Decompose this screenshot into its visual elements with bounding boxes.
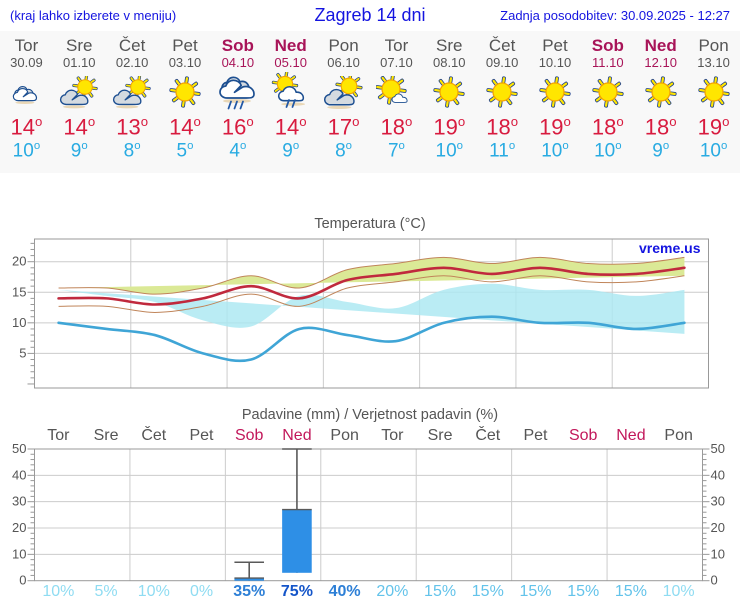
svg-text:0: 0 <box>711 573 718 588</box>
svg-text:20: 20 <box>12 520 26 535</box>
svg-text:15%: 15% <box>472 583 504 600</box>
svg-text:Čet: Čet <box>141 425 166 444</box>
svg-text:15%: 15% <box>424 583 456 600</box>
svg-text:10%: 10% <box>663 583 695 600</box>
svg-text:75%: 75% <box>281 583 313 600</box>
svg-text:Pet: Pet <box>523 427 548 444</box>
svg-text:Sob: Sob <box>235 427 264 444</box>
svg-text:Sre: Sre <box>428 427 453 444</box>
svg-text:10: 10 <box>12 315 26 330</box>
svg-text:Pet: Pet <box>189 427 214 444</box>
svg-text:30: 30 <box>711 494 725 509</box>
svg-text:40%: 40% <box>329 583 361 600</box>
svg-text:Sob: Sob <box>569 427 598 444</box>
svg-text:50: 50 <box>12 441 26 456</box>
svg-text:35%: 35% <box>233 583 265 600</box>
svg-text:10%: 10% <box>138 583 170 600</box>
svg-text:0%: 0% <box>190 583 213 600</box>
svg-text:40: 40 <box>12 467 26 482</box>
svg-text:15%: 15% <box>567 583 599 600</box>
svg-text:Čet: Čet <box>475 425 500 444</box>
svg-text:10%: 10% <box>42 583 74 600</box>
svg-text:15%: 15% <box>615 583 647 600</box>
svg-text:15%: 15% <box>519 583 551 600</box>
svg-text:0: 0 <box>19 573 26 588</box>
svg-text:Tor: Tor <box>47 427 70 444</box>
svg-text:20%: 20% <box>376 583 408 600</box>
svg-text:15: 15 <box>12 284 26 299</box>
svg-text:Pon: Pon <box>664 427 692 444</box>
svg-text:40: 40 <box>711 467 725 482</box>
svg-text:5: 5 <box>19 345 26 360</box>
svg-text:10: 10 <box>711 546 725 561</box>
svg-text:10: 10 <box>12 546 26 561</box>
svg-text:Pon: Pon <box>330 427 358 444</box>
svg-text:vreme.us: vreme.us <box>639 240 701 256</box>
svg-text:20: 20 <box>12 254 26 269</box>
svg-text:20: 20 <box>711 520 725 535</box>
svg-text:Tor: Tor <box>381 427 404 444</box>
svg-text:Ned: Ned <box>616 427 645 444</box>
svg-text:30: 30 <box>12 494 26 509</box>
svg-text:5%: 5% <box>95 583 118 600</box>
svg-text:Padavine (mm) / Verjetnost pad: Padavine (mm) / Verjetnost padavin (%) <box>242 407 498 423</box>
svg-text:Sre: Sre <box>94 427 119 444</box>
svg-text:50: 50 <box>711 441 725 456</box>
svg-text:Ned: Ned <box>282 427 311 444</box>
svg-text:Temperatura (°C): Temperatura (°C) <box>314 216 425 232</box>
